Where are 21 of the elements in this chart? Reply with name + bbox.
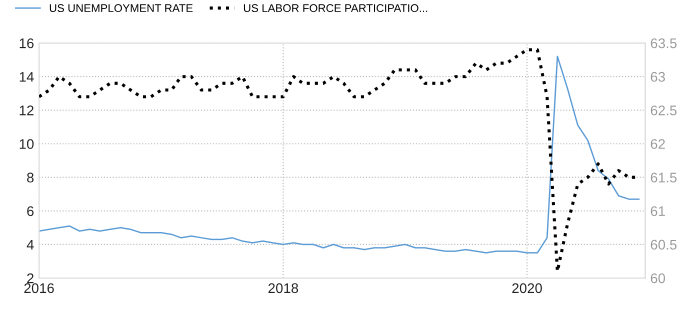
y-tick-label: 2 [27,273,34,284]
x-tick-label: 2018 [268,283,298,294]
y2-tick-label: 63.5 [650,38,677,48]
y2-tick-label: 60.5 [650,240,677,250]
y-tick-label: 16 [20,38,34,48]
y2-tick-label: 63 [650,72,665,82]
y-tick-label: 8 [27,172,34,182]
y2-tick-label: 60 [650,273,666,284]
y-tick-label: 10 [20,139,34,149]
y2-tick-label: 62.5 [650,106,677,116]
legend-label: US UNEMPLOYMENT RATE [50,4,193,12]
x-tick-label: 2020 [512,283,542,294]
y2-tick-label: 61.5 [650,172,677,182]
legend-label: US LABOR FORCE PARTICIPATIO... [244,4,428,12]
y2-tick-label: 61 [650,206,665,216]
x-tick-label: 2016 [24,283,54,294]
y2-tick-label: 62 [650,139,665,149]
y-tick-label: 4 [26,240,34,250]
y-tick-label: 12 [20,106,34,116]
y-tick-label: 6 [27,206,34,216]
y-tick-label: 14 [20,72,34,82]
